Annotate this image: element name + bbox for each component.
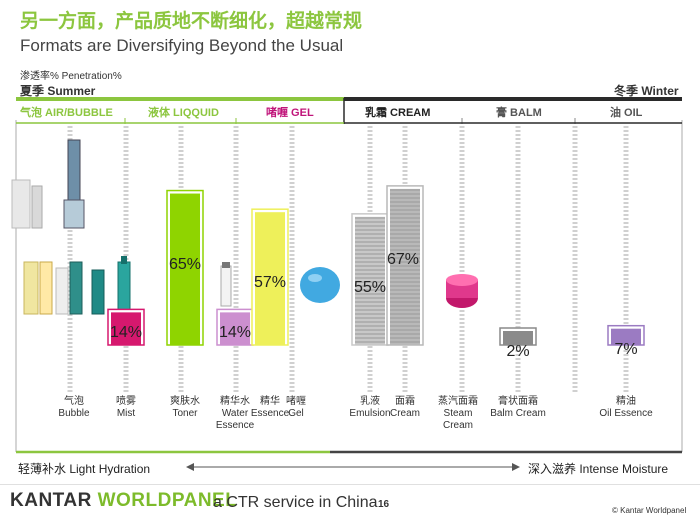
steam-cream-product-icon	[446, 274, 478, 308]
column-guides	[67, 126, 629, 392]
x-axis-label: 精华水 Water Essence	[205, 396, 265, 432]
x-axis-label: 膏状面霜 Balm Cream	[488, 396, 548, 420]
x-axis-label: 气泡 Bubble	[44, 396, 104, 420]
ctr-tagline: a CTR service in China	[213, 494, 378, 511]
x-axis-label-cn: 爽肤水	[170, 396, 200, 407]
x-axis-label-en: Steam Cream	[442, 408, 473, 431]
bar-value-label: 55%	[353, 278, 387, 296]
season-summer-label: 夏季 Summer	[20, 84, 96, 98]
bar-water-essence	[220, 312, 250, 345]
brand-kantar: KANTAR	[10, 490, 92, 511]
x-axis-label-cn: 蒸汽面霜	[438, 396, 478, 407]
x-axis-label-cn: 乳液	[360, 396, 380, 407]
season-winter-label: 冬季 Winter	[614, 84, 679, 98]
x-axis-label-cn: 面霜	[395, 396, 415, 407]
range-arrow	[186, 463, 520, 471]
x-axis-label-cn: 啫喱	[286, 396, 306, 407]
x-axis-label-cn: 气泡	[64, 396, 84, 407]
x-axis-label-en: Mist	[116, 408, 136, 419]
category-oil: 油 OIL	[610, 107, 643, 119]
x-axis-label-en: Emulsion	[349, 408, 391, 419]
bar-value-label: 14%	[218, 324, 252, 342]
x-axis-label-cn: 喷雾	[116, 396, 136, 407]
bar-value-label: 57%	[253, 274, 287, 292]
x-axis-label-en: Bubble	[58, 408, 90, 419]
x-axis-label-en: Gel	[288, 408, 304, 419]
footer-divider	[0, 484, 700, 485]
water-essence-product-icon	[220, 262, 232, 307]
bar-value-label: 67%	[386, 250, 420, 268]
page-number: 16	[378, 499, 390, 510]
x-axis-label-en: Essence	[250, 408, 290, 419]
bubble-product-icon	[11, 139, 105, 315]
x-axis-label: 啫喱 Gel	[266, 396, 326, 420]
x-axis-label: 蒸汽面霜 Steam Cream	[428, 396, 488, 432]
product-illustrations	[11, 139, 478, 315]
x-axis-label-en: Oil Essence	[599, 408, 653, 419]
x-axis-label: 喷雾 Mist	[96, 396, 156, 420]
bar-toner	[170, 193, 200, 345]
x-axis-label-en: Balm Cream	[490, 408, 546, 419]
category-balm: 膏 BALM	[496, 107, 542, 119]
x-axis-label-cn: 精油	[616, 396, 636, 407]
bar-value-label: 14%	[109, 324, 143, 342]
light-hydration-label: 轻薄补水 Light Hydration	[18, 462, 151, 476]
page-title-en: Formats are Diversifying Beyond the Usua…	[20, 36, 344, 55]
kantar-worldpanel-logo: KANTAR WORLDPANEL	[10, 490, 237, 512]
intense-moisture-label: 深入滋养 Intense Moisture	[528, 462, 669, 476]
category-gel: 啫喱 GEL	[266, 107, 314, 119]
category-liquid: 液体 LIQQUID	[148, 107, 219, 119]
bar-emulsion	[355, 216, 385, 345]
penetration-label: 渗透率% Penetration%	[20, 71, 122, 82]
x-axis-label-en: Water Essence	[215, 408, 255, 431]
category-cream: 乳霜 CREAM	[365, 107, 431, 119]
chart-frame	[15, 98, 683, 454]
bar-value-label: 2%	[506, 343, 530, 360]
x-axis-label: 乳液 Emulsion	[340, 396, 400, 420]
summer-header-bar	[16, 97, 344, 101]
bar-balm-cream	[503, 331, 533, 345]
x-axis-label-en: Cream	[389, 408, 420, 419]
brand-worldpanel: WORLDPANEL	[97, 490, 238, 511]
bar-value-label: 65%	[168, 255, 202, 273]
x-axis-label: 爽肤水 Toner	[155, 396, 215, 420]
x-axis-label: 精油 Oil Essence	[596, 396, 656, 420]
x-axis-label-cn: 精华	[260, 396, 280, 407]
bar-value-label: 7%	[614, 340, 638, 358]
bar-cream	[390, 188, 420, 345]
mist-product-icon	[117, 256, 131, 315]
bar-essence	[255, 212, 285, 345]
category-air-bubble: 气泡 AIR/BUBBLE	[20, 107, 113, 119]
x-axis-label-cn: 膏状面霜	[498, 396, 538, 407]
bar-oil-essence	[611, 328, 641, 345]
bars	[107, 185, 645, 346]
page-title-cn: 另一方面，产品质地不断细化，超越常规	[20, 10, 363, 32]
winter-header-bar	[344, 97, 682, 101]
copyright: © Kantar Worldpanel	[612, 506, 687, 515]
x-axis-label: 精华 Essence	[240, 396, 300, 420]
x-axis-label: 面霜 Cream	[375, 396, 435, 420]
x-axis-label-cn: 精华水	[220, 396, 250, 407]
x-axis-label-en: Toner	[172, 408, 198, 419]
gel-product-icon	[300, 267, 340, 303]
bar-mist	[111, 312, 141, 345]
